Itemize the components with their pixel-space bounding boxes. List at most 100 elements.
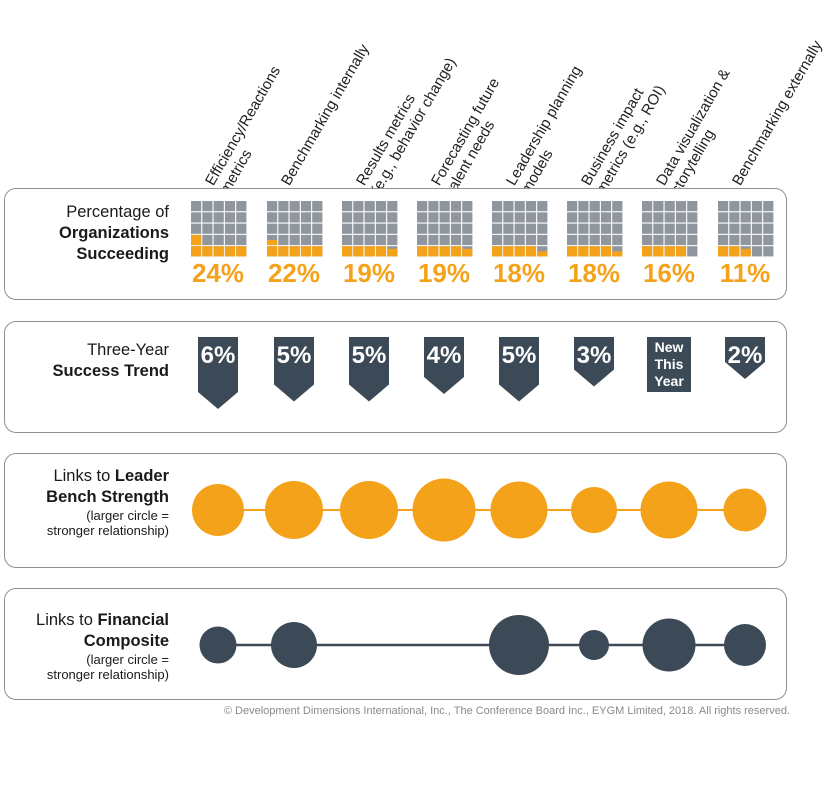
waffle-cell	[213, 234, 224, 246]
waffle-cell	[664, 223, 675, 234]
waffle-cell	[567, 234, 578, 246]
waffle-cell	[300, 201, 312, 212]
waffle-fill	[342, 246, 353, 257]
waffle-cell	[687, 212, 698, 223]
waffle-cell	[687, 234, 698, 246]
success-percent-label: 16%	[642, 258, 696, 288]
waffle-cell	[751, 223, 763, 234]
waffle-cell	[537, 212, 548, 223]
waffle-cell	[525, 212, 537, 223]
waffle-cell	[312, 201, 323, 212]
waffle-cell	[763, 223, 774, 234]
financial-circle	[489, 615, 549, 675]
waffle-fill	[612, 251, 623, 257]
waffle-cell	[278, 212, 289, 223]
waffle-fill	[375, 246, 387, 257]
waffle-cell	[642, 234, 653, 246]
trend-label: New	[655, 339, 684, 355]
waffle-cell	[567, 201, 578, 212]
waffle-cell	[612, 212, 623, 223]
waffle-cell	[525, 223, 537, 234]
waffle-cell	[364, 234, 375, 246]
waffle-cell	[224, 212, 236, 223]
waffle-cell	[589, 212, 600, 223]
waffle-cell	[428, 223, 439, 234]
waffle-cell	[578, 234, 589, 246]
waffle-cell	[514, 212, 525, 223]
waffle-cell	[312, 212, 323, 223]
waffle-cell	[289, 201, 300, 212]
waffle-cell	[387, 234, 398, 246]
copyright-footer: © Development Dimensions International, …	[223, 705, 790, 717]
waffle-cell	[740, 201, 751, 212]
waffle-fill	[537, 251, 548, 257]
waffle-cell	[439, 212, 450, 223]
waffle-fill	[514, 246, 525, 257]
waffle-cell	[751, 201, 763, 212]
waffle-cell	[267, 223, 278, 234]
waffle-cell	[612, 234, 623, 246]
waffle-cell	[236, 212, 247, 223]
waffle-cell	[312, 234, 323, 246]
waffle-cell	[642, 201, 653, 212]
waffle-cell	[236, 201, 247, 212]
waffle-fill	[428, 246, 439, 257]
waffle-fill	[387, 248, 398, 257]
waffle-cell	[763, 234, 774, 246]
waffle-cell	[729, 201, 740, 212]
trend-label: Year	[654, 373, 684, 389]
waffle-fill	[267, 240, 278, 246]
waffle-cell	[387, 223, 398, 234]
waffle-cell	[450, 212, 462, 223]
waffle-cell	[462, 223, 473, 234]
waffle-fill	[312, 246, 323, 257]
trend-label: This	[655, 356, 684, 372]
waffle-fill	[578, 246, 589, 257]
waffle-fill	[589, 246, 600, 257]
waffle-fill	[525, 246, 537, 257]
waffle-fill	[353, 246, 364, 257]
waffle-fill	[364, 246, 375, 257]
waffle-cell	[353, 212, 364, 223]
waffle-cell	[267, 212, 278, 223]
waffle-cell	[450, 223, 462, 234]
waffle-cell	[578, 201, 589, 212]
waffle-fill	[462, 248, 473, 257]
waffle-cell	[751, 246, 763, 257]
financial-circle	[579, 630, 609, 660]
waffle-fill	[278, 246, 289, 257]
success-percent-label: 19%	[342, 258, 396, 288]
waffle-cell	[503, 223, 514, 234]
waffle-cell	[578, 223, 589, 234]
bench-circle	[340, 481, 398, 539]
waffle-cell	[589, 234, 600, 246]
waffle-cell	[353, 234, 364, 246]
waffle-cell	[600, 223, 612, 234]
waffle-fill	[191, 246, 202, 257]
waffle-cell	[751, 234, 763, 246]
waffle-cell	[578, 212, 589, 223]
waffle-cell	[567, 212, 578, 223]
waffle-cell	[718, 201, 729, 212]
waffle-cell	[278, 201, 289, 212]
waffle-cell	[342, 201, 353, 212]
waffle-fill	[642, 246, 653, 257]
waffle-cell	[492, 223, 503, 234]
waffle-fill	[729, 246, 740, 257]
waffle-cell	[653, 223, 664, 234]
trend-arrow	[499, 337, 539, 402]
waffle-cell	[278, 223, 289, 234]
waffle-cell	[687, 246, 698, 257]
success-row-label: Percentage of Organizations Succeeding	[58, 203, 169, 263]
waffle-cell	[375, 223, 387, 234]
waffle-fill	[202, 246, 213, 257]
waffle-cell	[213, 223, 224, 234]
trend-arrow	[349, 337, 389, 402]
waffle-cell	[612, 201, 623, 212]
waffle-cell	[763, 212, 774, 223]
waffle-cell	[439, 201, 450, 212]
success-percent-label: 18%	[567, 258, 621, 288]
trend-row-label: Three-Year Success Trend	[52, 341, 169, 380]
bench-circle	[723, 488, 767, 532]
waffle-cell	[492, 234, 503, 246]
